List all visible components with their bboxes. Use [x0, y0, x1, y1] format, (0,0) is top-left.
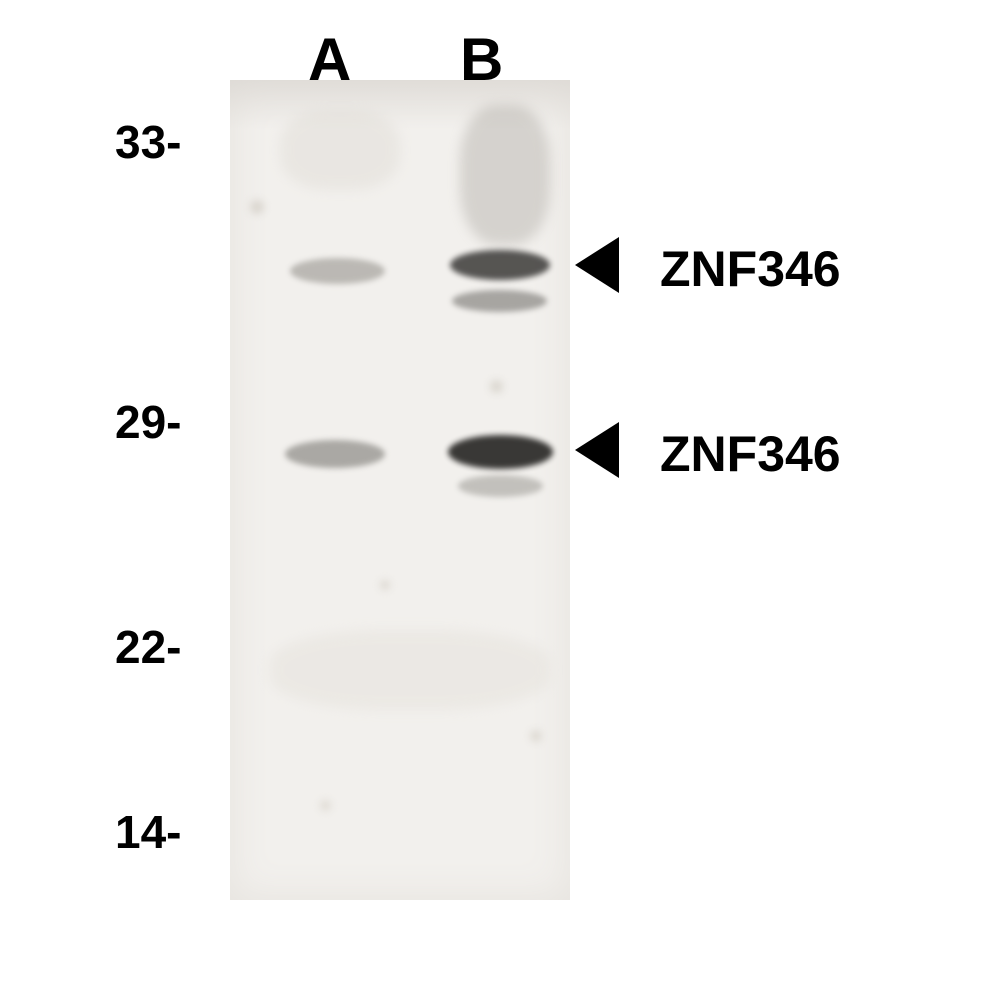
blot-noise-speck	[250, 200, 264, 214]
band-label-znf346-lower: ZNF346	[660, 425, 841, 483]
blot-noise-speck	[530, 730, 542, 742]
mw-marker-29: 29-	[115, 395, 181, 449]
protein-band-A	[290, 258, 385, 284]
mw-marker-22: 22-	[115, 620, 181, 674]
arrow-znf346-lower	[575, 422, 619, 478]
blot-smear	[280, 110, 400, 190]
blot-noise-speck	[320, 800, 331, 811]
arrow-znf346-upper	[575, 237, 619, 293]
blot-noise-speck	[490, 380, 503, 393]
blot-noise-speck	[380, 580, 390, 590]
protein-band-B	[448, 435, 553, 469]
blot-smear	[460, 105, 550, 245]
mw-marker-14: 14-	[115, 805, 181, 859]
band-label-znf346-upper: ZNF346	[660, 240, 841, 298]
western-blot-membrane	[230, 80, 570, 900]
protein-band-B	[452, 290, 547, 312]
protein-band-B	[450, 250, 550, 280]
blot-smear	[270, 630, 550, 710]
mw-marker-33: 33-	[115, 115, 181, 169]
protein-band-B	[458, 475, 543, 497]
protein-band-A	[285, 440, 385, 468]
